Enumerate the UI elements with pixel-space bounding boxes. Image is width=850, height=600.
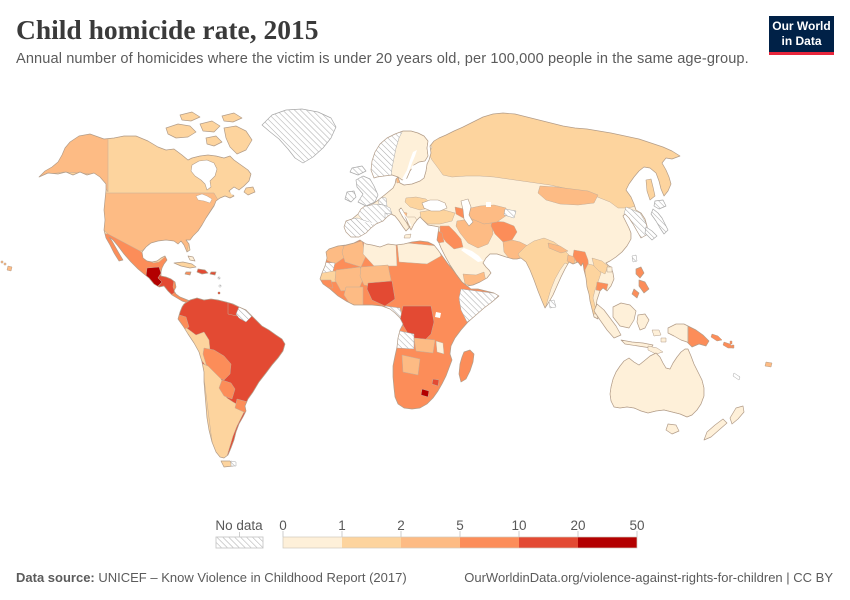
svg-text:1: 1	[338, 518, 346, 533]
svg-text:0: 0	[279, 518, 287, 533]
svg-text:10: 10	[511, 518, 526, 533]
svg-text:No data: No data	[215, 518, 263, 533]
svg-text:5: 5	[456, 518, 464, 533]
svg-text:20: 20	[570, 518, 585, 533]
svg-text:2: 2	[397, 518, 405, 533]
svg-text:50: 50	[629, 518, 644, 533]
